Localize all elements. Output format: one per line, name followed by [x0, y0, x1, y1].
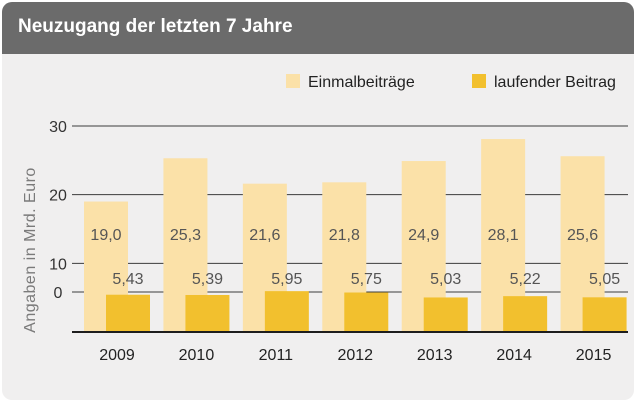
x-tick-label: 2010 [179, 347, 215, 364]
legend-laufender-beitrag-label: laufender Beitrag [494, 74, 616, 91]
y-tick-label: 30 [49, 119, 67, 136]
data-label-laufend: 5,95 [271, 271, 302, 288]
data-label-einmal: 19,0 [90, 227, 121, 244]
bar-chart: 19,0 5,43 25,3 5,39 21,6 5,95 21,8 5,75 24,9 5,03… [22, 74, 628, 364]
y-tick-label: 20 [49, 188, 67, 205]
y-tick-label: 0 [54, 285, 63, 302]
legend-laufender-beitrag-swatch [472, 74, 486, 88]
chart-header: Neuzugang der letzten 7 Jahre [2, 2, 634, 54]
data-label-einmal: 28,1 [488, 227, 519, 244]
data-label-einmal: 25,3 [170, 227, 201, 244]
bar-laufender-beitrag [185, 294, 230, 332]
data-label-laufend: 5,43 [112, 271, 143, 288]
bar-laufender-beitrag [582, 297, 627, 332]
data-label-laufend: 5,22 [510, 271, 541, 288]
x-tick-label: 2011 [259, 347, 294, 364]
data-label-laufend: 5,39 [192, 271, 223, 288]
bar-laufender-beitrag [423, 297, 468, 332]
bar-laufender-beitrag [503, 296, 548, 332]
data-label-einmal: 25,6 [567, 227, 598, 244]
x-tick-label: 2009 [99, 347, 135, 364]
chart-card: Neuzugang der letzten 7 Jahre 19,0 5,43 25… [2, 2, 634, 400]
data-label-einmal: 21,8 [329, 227, 360, 244]
x-tick-label: 2013 [417, 347, 453, 364]
data-label-laufend: 5,05 [589, 271, 620, 288]
chart-title: Neuzugang der letzten 7 Jahre [18, 16, 293, 37]
legend-einmalbeitraege-swatch [286, 74, 300, 88]
data-label-laufend: 5,75 [351, 271, 382, 288]
data-label-laufend: 5,03 [430, 271, 461, 288]
x-tick-label: 2014 [496, 347, 532, 364]
bar-laufender-beitrag [106, 294, 150, 332]
x-tick-label: 2012 [337, 347, 373, 364]
bar-laufender-beitrag [344, 292, 389, 332]
x-tick-label: 2015 [576, 347, 612, 364]
legend-einmalbeitraege-label: Einmalbeiträge [308, 74, 415, 91]
data-label-einmal: 24,9 [408, 227, 439, 244]
y-axis-label: Angaben in Mrd. Euro [22, 167, 39, 333]
bar-laufender-beitrag [264, 291, 309, 332]
data-label-einmal: 21,6 [249, 227, 280, 244]
y-tick-label: 10 [49, 256, 67, 273]
